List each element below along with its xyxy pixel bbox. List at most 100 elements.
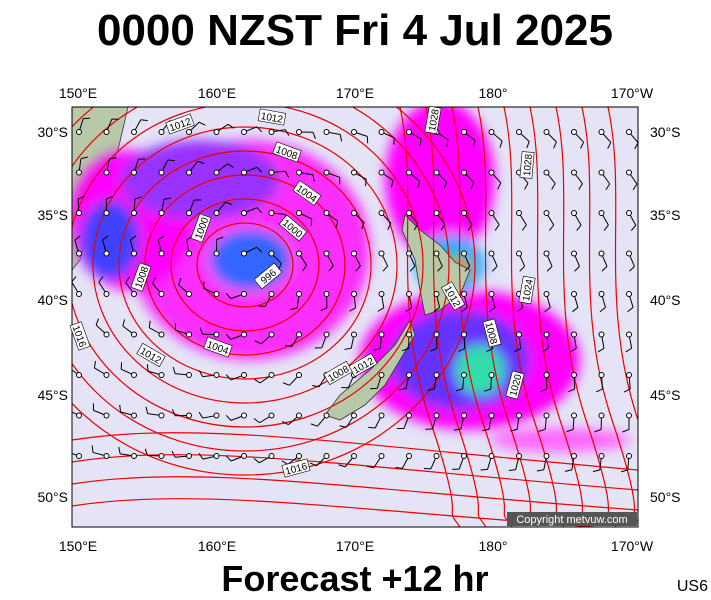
barb-flag: [526, 141, 530, 149]
barb-station: [296, 412, 302, 419]
barb-flag: [521, 224, 527, 231]
barb-flag: [580, 141, 585, 149]
barb-station: [268, 291, 275, 297]
barb-station: [488, 372, 495, 378]
barb-flag: [390, 180, 394, 188]
barb-station: [323, 331, 330, 338]
barb-station: [543, 291, 550, 297]
barb-station: [598, 372, 605, 378]
barb-station: [213, 372, 220, 378]
barb-station: [103, 210, 110, 216]
barb-station: [186, 210, 192, 216]
barb-station: [158, 412, 165, 419]
barb-station: [131, 169, 137, 176]
barb-flag: [144, 448, 148, 456]
barb-station: [461, 453, 467, 459]
barb-flag: [467, 224, 473, 231]
barb-station: [186, 331, 192, 338]
south-island: [324, 319, 416, 421]
barb-station: [378, 412, 385, 419]
barb-station: [131, 291, 137, 297]
barb-station: [158, 210, 165, 216]
barb-station: [213, 291, 220, 297]
lat-label: 35°S: [650, 207, 681, 223]
barb-station: [76, 412, 82, 419]
barb-flag: [568, 388, 575, 393]
barb-station: [351, 169, 357, 176]
barb-flag: [419, 138, 422, 146]
barb-station: [571, 250, 577, 257]
isobar: [72, 107, 424, 428]
barb-station: [158, 372, 165, 378]
barb-station: [103, 372, 110, 378]
product-code: US6: [677, 578, 708, 595]
barb-station: [103, 331, 110, 338]
barb-flag: [516, 307, 523, 313]
barb-flag: [198, 453, 204, 460]
barb-flag: [198, 370, 204, 377]
barb-flag: [425, 428, 433, 430]
barb-flag: [472, 140, 476, 148]
barb-station: [268, 250, 275, 257]
barb-flag: [446, 139, 449, 147]
barb-station: [268, 412, 275, 419]
isobar-label-box: [323, 360, 353, 386]
barb-station: [406, 372, 412, 378]
barb-flag: [282, 420, 289, 426]
barb-flag: [140, 119, 148, 122]
barb-station: [131, 453, 137, 459]
barb-flag: [256, 126, 263, 133]
lat-label: 50°S: [650, 489, 681, 505]
barb-flag: [290, 307, 298, 311]
barb-flag: [486, 347, 494, 353]
barb-station: [406, 129, 412, 135]
barb-station: [296, 250, 302, 257]
barb-station: [351, 129, 357, 135]
barb-station: [351, 291, 357, 297]
title: 0000 NZST Fri 4 Jul 2025: [97, 6, 613, 55]
barb-station: [378, 210, 385, 216]
barb-flag: [540, 388, 547, 393]
barb-flag: [122, 319, 126, 327]
barb-flag: [109, 157, 117, 160]
barb-flag: [157, 235, 165, 241]
isobar: [399, 107, 461, 527]
barb-station: [406, 291, 412, 297]
isobar-label-box: [165, 113, 195, 135]
barb-station: [626, 169, 632, 176]
barb-flag: [125, 276, 131, 283]
barb-station: [76, 210, 82, 216]
lon-label: 160°E: [198, 538, 236, 554]
barb-flag: [409, 265, 416, 272]
barb-flag: [569, 347, 577, 353]
barb-station: [406, 250, 412, 257]
barb-flag: [312, 385, 320, 388]
barb-station: [543, 412, 550, 419]
barb-station: [76, 169, 82, 176]
barb-flag: [574, 266, 580, 272]
barb-flag: [413, 223, 419, 231]
barb-flag: [499, 140, 503, 148]
isobar: [425, 107, 487, 527]
barb-station: [571, 412, 577, 419]
barb-station: [213, 331, 220, 338]
barb-station: [406, 210, 412, 216]
barb-station: [76, 453, 82, 459]
barb-flag: [592, 469, 600, 473]
isobar: [607, 107, 638, 422]
barb-station: [598, 291, 605, 297]
barb-flag: [178, 278, 182, 285]
barb-flag: [377, 307, 385, 312]
copyright-box: [507, 512, 637, 526]
barb-station: [516, 453, 522, 459]
barb-flag: [310, 423, 318, 427]
barb-station: [488, 291, 495, 297]
barb-station: [433, 250, 440, 257]
barb-station: [433, 453, 440, 459]
barb-station: [433, 291, 440, 297]
barb-station: [626, 331, 632, 338]
barb-flag: [366, 465, 374, 469]
lat-label: 40°S: [37, 292, 68, 308]
barb-flag: [302, 264, 308, 272]
barb-flag: [93, 360, 97, 369]
